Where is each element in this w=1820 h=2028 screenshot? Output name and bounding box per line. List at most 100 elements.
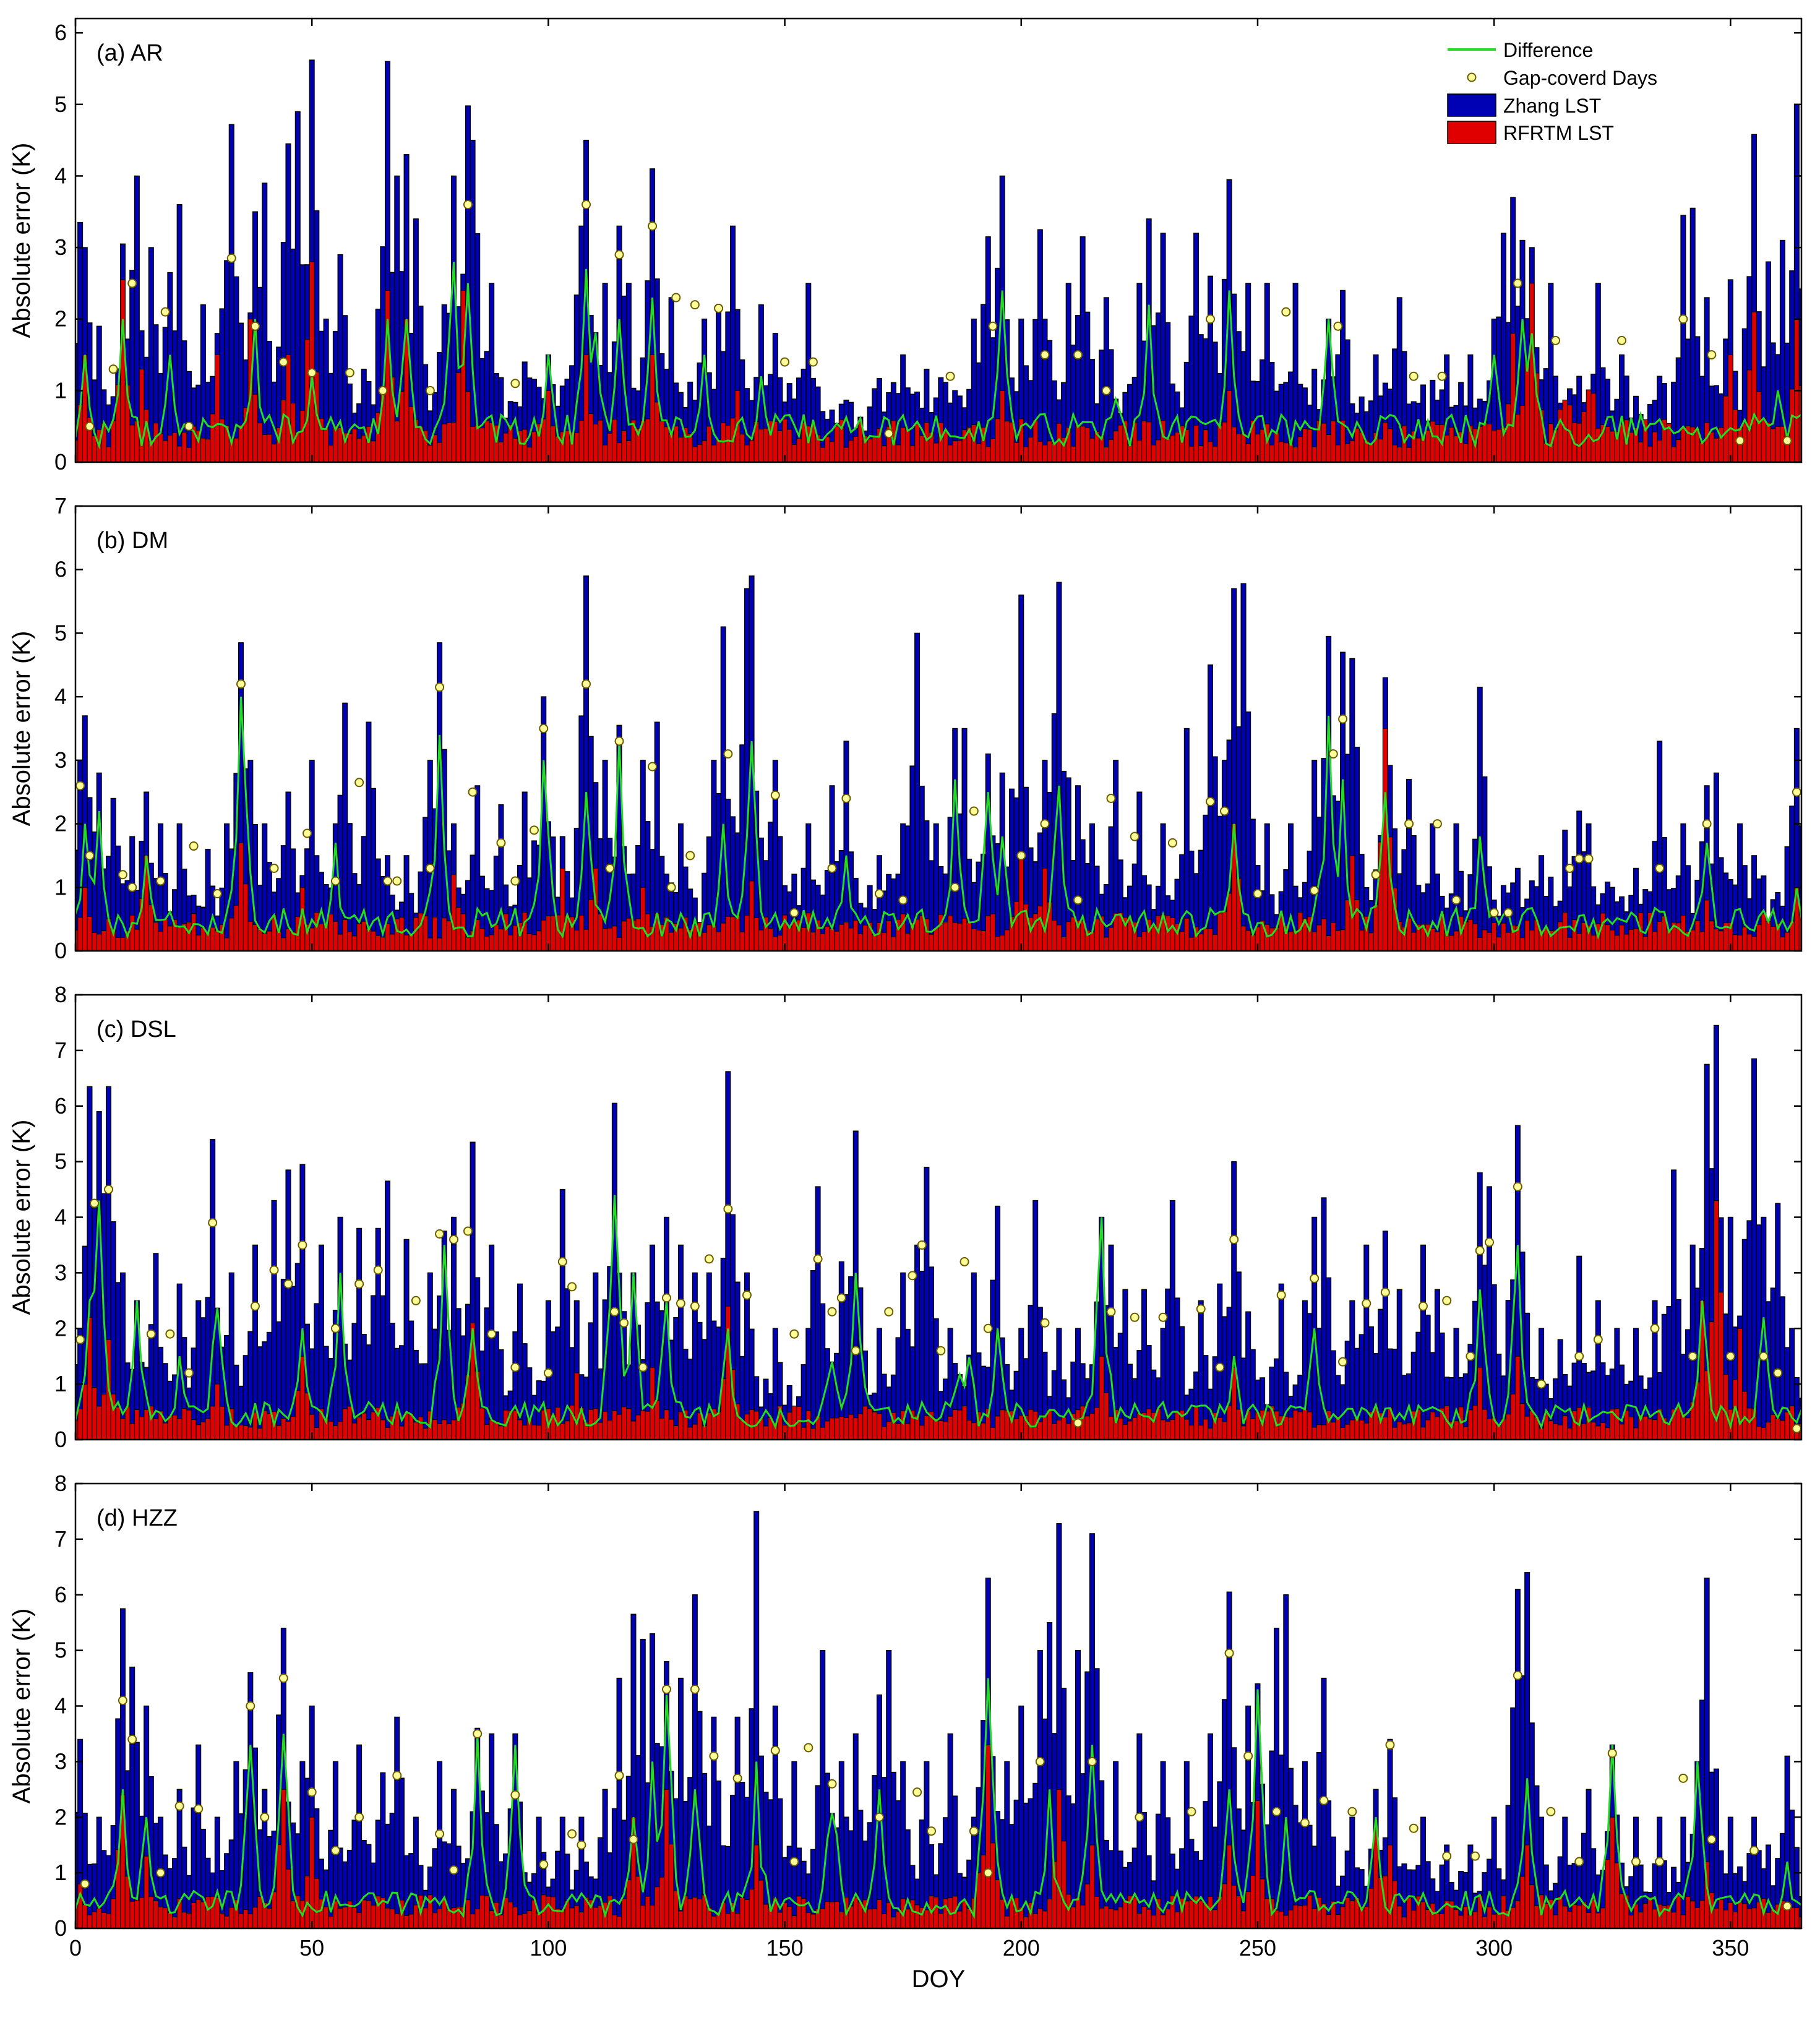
rfrtm-bar <box>1453 436 1459 462</box>
gap-covered-marker <box>496 838 506 848</box>
zhang-bar <box>1278 1755 1284 1928</box>
rfrtm-bar <box>356 437 362 462</box>
rfrtm-bar <box>1217 913 1223 951</box>
rfrtm-bar <box>829 441 835 462</box>
rfrtm-bar <box>650 354 655 462</box>
rfrtm-bar <box>1047 1899 1052 1928</box>
rfrtm-bar <box>1378 439 1384 462</box>
zhang-bar <box>744 588 750 951</box>
rfrtm-bar <box>630 1420 637 1440</box>
rfrtm-bar <box>446 422 452 462</box>
rfrtm-bar <box>215 930 220 951</box>
gap-covered-marker <box>874 889 884 899</box>
rfrtm-bar <box>914 423 920 462</box>
rfrtm-bar <box>1723 1374 1729 1440</box>
rfrtm-bar <box>134 1409 140 1440</box>
rfrtm-bar <box>1562 1416 1568 1440</box>
zhang-bar <box>749 575 755 951</box>
rfrtm-bar <box>1435 931 1440 951</box>
rfrtm-bar <box>1609 431 1615 462</box>
gap-covered-marker <box>690 300 700 310</box>
rfrtm-bar <box>1203 429 1209 462</box>
rfrtm-bar <box>281 1789 286 1928</box>
gap-covered-markers <box>85 200 1792 445</box>
rfrtm-bar <box>1756 924 1762 951</box>
rfrtm-bar <box>862 1406 868 1440</box>
gap-covered-marker <box>212 889 222 899</box>
gap-covered-marker <box>898 895 908 905</box>
rfrtm-bar <box>1519 1876 1526 1928</box>
rfrtm-bar <box>1628 1915 1634 1928</box>
rfrtm-bar <box>1746 934 1753 951</box>
gap-covered-marker <box>425 863 435 873</box>
rfrtm-bar <box>1595 1912 1601 1928</box>
zhang-bar <box>541 696 547 951</box>
rfrtm-bar <box>1170 435 1175 462</box>
rfrtm-bar <box>990 913 996 951</box>
rfrtm-bar <box>914 1904 920 1928</box>
rfrtm-bar <box>1609 929 1615 951</box>
gap-covered-marker <box>1101 385 1111 395</box>
zhang-bar <box>692 1594 698 1928</box>
gap-covered-marker <box>278 357 288 367</box>
rfrtm-bar <box>867 439 873 462</box>
rfrtm-bar <box>734 1913 740 1928</box>
rfrtm-bar <box>1212 1909 1218 1928</box>
gap-covered-marker <box>236 679 246 689</box>
y-tick-label: 4 <box>54 1205 67 1230</box>
rfrtm-bar <box>536 930 542 951</box>
rfrtm-bar <box>593 424 599 462</box>
gap-covered-marker <box>246 1701 255 1711</box>
rfrtm-bar <box>550 425 556 462</box>
rfrtm-bar <box>1396 447 1402 462</box>
gap-covered-marker <box>184 421 194 431</box>
zhang-bar <box>1633 1328 1639 1440</box>
rfrtm-bar <box>668 434 674 462</box>
rfrtm-bar <box>716 439 721 462</box>
rfrtm-bar <box>635 1876 641 1928</box>
rfrtm-bar <box>725 425 731 462</box>
rfrtm-bar <box>205 1418 211 1440</box>
rfrtm-bar <box>616 937 622 951</box>
rfrtm-bar <box>385 290 390 462</box>
rfrtm-bar <box>734 914 740 951</box>
rfrtm-bar <box>172 1917 178 1928</box>
rfrtm-bar <box>1198 1900 1204 1928</box>
rfrtm-bar <box>191 1419 197 1440</box>
zhang-bar <box>924 1166 930 1440</box>
rfrtm-bar <box>1576 933 1582 951</box>
zhang-bar <box>195 1300 202 1440</box>
zhang-bar <box>1576 1255 1582 1440</box>
rfrtm-bar <box>1108 1908 1114 1928</box>
rfrtm-bar <box>484 1424 490 1440</box>
x-tick-label: 100 <box>530 1935 567 1961</box>
gap-covered-marker <box>1782 1901 1792 1911</box>
rfrtm-bar <box>659 1417 665 1440</box>
gap-covered-marker <box>194 1804 204 1814</box>
rfrtm-bar <box>186 921 192 951</box>
rfrtm-bar <box>1633 1904 1639 1928</box>
panel-3: 0 1 2 3 4 5 6 7 8 Absolute error (K) (c) DSL <box>8 982 1803 1452</box>
zhang-bar <box>1283 1594 1289 1928</box>
rfrtm-bar <box>607 432 613 462</box>
rfrtm-bar <box>1278 441 1284 462</box>
rfrtm-bar <box>1675 1406 1681 1440</box>
x-tick-label: 50 <box>299 1935 324 1961</box>
rfrtm-bar <box>1203 928 1209 951</box>
gap-covered-marker <box>988 321 998 331</box>
rfrtm-bar <box>366 928 372 951</box>
rfrtm-bar <box>299 410 306 462</box>
rfrtm-bar <box>1288 1909 1294 1928</box>
rfrtm-bar <box>465 937 471 951</box>
rfrtm-bar <box>328 914 334 951</box>
rfrtm-bar <box>1628 929 1634 951</box>
zhang-bar <box>427 760 433 951</box>
rfrtm-bar <box>210 927 215 951</box>
rfrtm-bar <box>1292 1904 1298 1928</box>
rfrtm-bar <box>744 1414 750 1440</box>
zhang-bar <box>1198 1300 1204 1440</box>
gap-covered-marker <box>411 1295 421 1305</box>
gap-covered-marker <box>629 1834 638 1844</box>
rfrtm-bar <box>961 1406 968 1440</box>
zhang-bar <box>276 1321 282 1440</box>
